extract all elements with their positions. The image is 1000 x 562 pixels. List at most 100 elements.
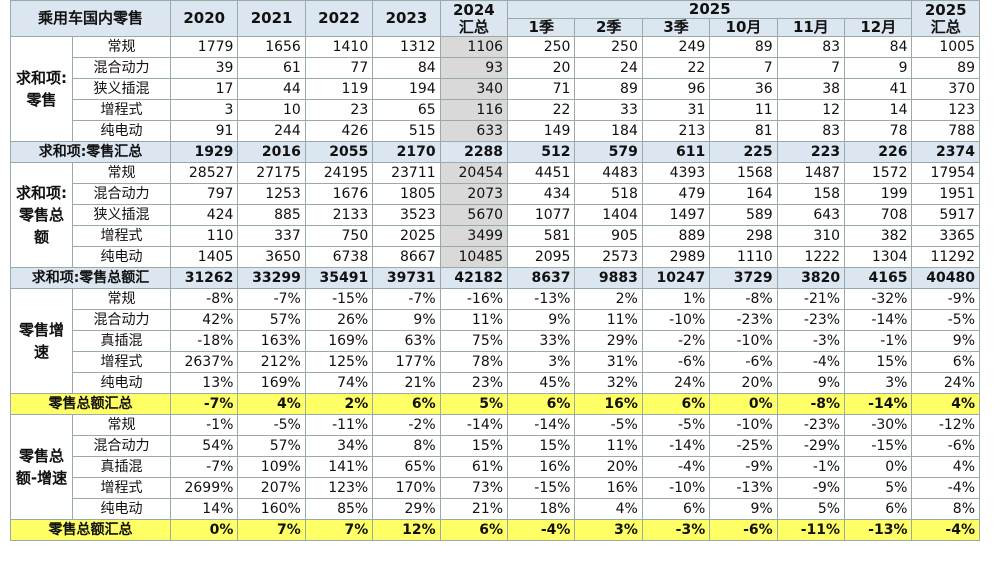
cell: 125%	[304, 351, 374, 373]
data-row: 增程式 3 10 23 65 116 22 33 31 11 12 14 123	[11, 99, 980, 121]
data-row: 增程式 2637% 212% 125% 177% 78% 3% 31% -6% -6% -4% 15%…	[11, 351, 980, 373]
cell: -2%	[641, 330, 711, 352]
cell: -12%	[911, 414, 980, 436]
total-cell: 16%	[574, 393, 643, 415]
cell: 45%	[507, 372, 576, 394]
total-cell: 3729	[709, 267, 778, 289]
cell: 32%	[574, 372, 643, 394]
cell: -14%	[439, 414, 509, 436]
total-cell: 4165	[844, 267, 913, 289]
data-row: 求和项:零售 常规 1779 1656 1410 1312 1106 250 250 249 89 8…	[10, 36, 980, 142]
cell: -6%	[911, 435, 980, 457]
cell: -15%	[507, 477, 576, 499]
cell: 9%	[372, 309, 441, 331]
cell: 73%	[439, 477, 509, 499]
cell: 194	[372, 78, 441, 100]
cell: 44	[237, 78, 306, 100]
total-cell: 2055	[304, 141, 374, 163]
data-row: 混合动力 54% 57% 34% 8% 15% 15% 11% -14% -25% -29% -15%…	[11, 435, 980, 457]
cell: 434	[507, 183, 576, 205]
cell: 889	[641, 225, 711, 247]
row-label: 常规	[71, 36, 172, 58]
period-header: 11月	[776, 18, 846, 37]
cell: 1405	[170, 246, 239, 268]
cell: 29%	[574, 330, 643, 352]
cell: 164	[709, 183, 778, 205]
cell: 1656	[237, 36, 306, 58]
group-label: 零售总额-增速	[10, 414, 73, 520]
cell: 7	[776, 57, 846, 79]
cell: 41	[844, 78, 913, 100]
cell: -9%	[776, 477, 846, 499]
group-label: 求和项:零售总额	[10, 162, 73, 268]
cell: 116	[439, 99, 509, 121]
cell: 426	[304, 120, 374, 142]
cell: 11	[709, 99, 778, 121]
row-label: 增程式	[71, 477, 172, 499]
cell: -9%	[709, 456, 778, 478]
cell: 337	[237, 225, 306, 247]
cell: 89	[911, 57, 980, 79]
cell: 54%	[170, 435, 239, 457]
data-row: 增程式 2699% 207% 123% 170% 73% -15% 16% -10% -13% -9…	[11, 477, 980, 499]
total-cell: 2288	[439, 141, 509, 163]
cell: 24	[574, 57, 643, 79]
cell: 8667	[372, 246, 441, 268]
row-label: 真插混	[71, 456, 172, 478]
cell: 93	[439, 57, 509, 79]
cell: 89	[574, 78, 643, 100]
cell: 3365	[911, 225, 980, 247]
cell: 9%	[776, 372, 846, 394]
cell: 78%	[439, 351, 509, 373]
cell: 84	[372, 57, 441, 79]
total-cell: 12%	[372, 519, 441, 541]
cell: 169%	[304, 330, 374, 352]
total-cell: 6%	[439, 519, 509, 541]
cell: 5%	[844, 477, 913, 499]
cell: 39	[170, 57, 239, 79]
total-label: 零售总额汇总	[9, 519, 172, 541]
cell: 797	[170, 183, 239, 205]
cell: 22	[507, 99, 576, 121]
total-cell: 0%	[170, 519, 239, 541]
cell: -5%	[574, 414, 643, 436]
row-label: 纯电动	[71, 498, 172, 520]
cell: -4%	[911, 477, 980, 499]
total-label: 零售总额汇总	[9, 393, 172, 415]
cell: -11%	[304, 414, 374, 436]
cell: 57%	[237, 309, 306, 331]
cell: -10%	[709, 330, 778, 352]
total-cell: 226	[844, 141, 913, 163]
cell: 4393	[641, 162, 711, 184]
cell: -23%	[776, 414, 846, 436]
row-label: 增程式	[71, 351, 172, 373]
cell: 84	[844, 36, 913, 58]
period-header: 1季	[507, 18, 576, 37]
cell: 788	[911, 120, 980, 142]
total-cell: 611	[641, 141, 711, 163]
cell: 9	[844, 57, 913, 79]
data-row: 真插混 -18% 163% 169% 63% 75% 33% 29% -2% -10% -3% -1%…	[11, 330, 980, 352]
total-row: 求和项:零售总额汇 31262 33299 35491 39731 42182 8637 98…	[9, 267, 980, 289]
cell: 123	[911, 99, 980, 121]
year-header: 2023	[372, 0, 441, 37]
cell: -14%	[507, 414, 576, 436]
cell: 1110	[709, 246, 778, 268]
cell: 16%	[574, 477, 643, 499]
cell: 9%	[911, 330, 980, 352]
cell: -7%	[170, 456, 239, 478]
total-cell: -3%	[641, 519, 711, 541]
row-label: 纯电动	[71, 372, 172, 394]
cell: 15%	[507, 435, 576, 457]
data-row: 纯电动 1405 3650 6738 8667 10485 2095 2573 2989 1110…	[11, 246, 980, 268]
total-cell: 3820	[776, 267, 846, 289]
row-label: 狭义插混	[71, 78, 172, 100]
cell: 23%	[439, 372, 509, 394]
cell: 250	[507, 36, 576, 58]
cell: 515	[372, 120, 441, 142]
total-cell: 7%	[304, 519, 374, 541]
cell: -23%	[776, 309, 846, 331]
cell: -10%	[641, 309, 711, 331]
cell: 1951	[911, 183, 980, 205]
cell: 149	[507, 120, 576, 142]
